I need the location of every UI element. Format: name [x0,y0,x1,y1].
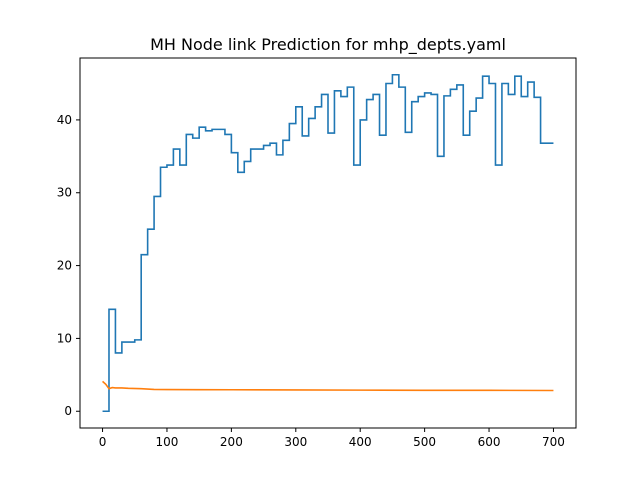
x-tick-label: 100 [156,435,179,449]
x-tick-label: 300 [284,435,307,449]
series-layer [102,73,554,413]
x-tick-label: 700 [542,435,565,449]
chart-title: MH Node link Prediction for mhp_depts.ya… [150,35,506,55]
x-tick-label: 200 [220,435,243,449]
y-tick-label: 10 [57,331,72,345]
y-tick-label: 0 [64,404,72,418]
y-tick-label: 30 [57,186,72,200]
x-tick-label: 0 [99,435,107,449]
x-tick-label: 600 [478,435,501,449]
y-tick-label: 40 [57,113,72,127]
x-tick-label: 500 [413,435,436,449]
x-tick-label: 400 [349,435,372,449]
series-line-1 [102,380,554,392]
y-axis: 0 10 20 30 40 [57,113,80,418]
x-axis: 0 100 200 300 400 500 600 700 [99,428,565,449]
plot-frame [79,57,577,429]
y-tick-label: 20 [57,259,72,273]
series-line-0 [102,73,554,413]
